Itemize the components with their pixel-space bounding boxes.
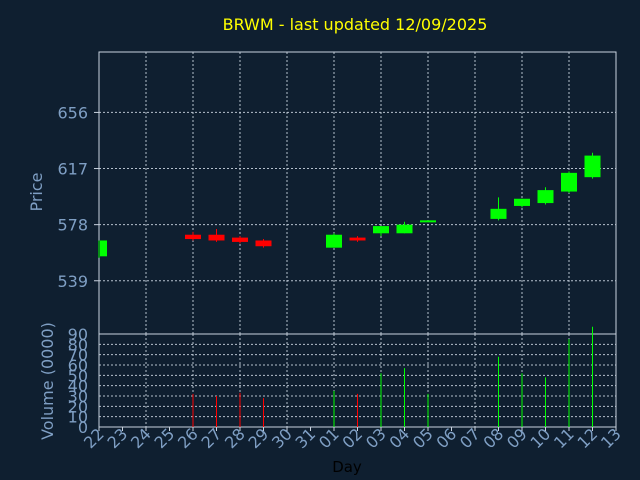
candle-body bbox=[255, 240, 272, 247]
x-axis-label: Day bbox=[332, 458, 362, 476]
candle-body bbox=[561, 172, 577, 192]
candle-body bbox=[537, 190, 554, 204]
price-tick-label: 617 bbox=[57, 160, 88, 179]
price-axis-label: Price bbox=[27, 172, 46, 211]
volume-tick-label: 50 bbox=[68, 366, 88, 385]
price-candles bbox=[98, 152, 601, 258]
price-tick-label: 578 bbox=[57, 216, 88, 235]
volume-tick-label: 60 bbox=[68, 356, 88, 375]
chart-title: BRWM - last updated 12/09/2025 bbox=[223, 15, 488, 34]
volume-bars bbox=[192, 326, 593, 427]
candle-body bbox=[584, 155, 601, 178]
candle-body bbox=[349, 237, 366, 241]
price-axis-ticks: 539 578 617 656 bbox=[57, 103, 99, 291]
volume-tick-label: 30 bbox=[68, 387, 88, 406]
candle-body bbox=[396, 224, 413, 234]
candle-body bbox=[232, 237, 248, 242]
candle-body bbox=[326, 234, 342, 248]
volume-tick-label: 0 bbox=[78, 418, 88, 437]
volume-tick-label: 90 bbox=[68, 325, 88, 344]
volume-tick-label: 20 bbox=[68, 397, 88, 416]
candle-body bbox=[185, 234, 201, 240]
price-tick-label: 656 bbox=[57, 103, 88, 122]
price-tick-label: 539 bbox=[57, 272, 88, 291]
volume-tick-label: 70 bbox=[68, 346, 88, 365]
candle-body bbox=[514, 198, 530, 206]
volume-axis-label: Volume (0000) bbox=[38, 322, 57, 440]
candle-body bbox=[100, 240, 107, 257]
candle-body bbox=[490, 208, 507, 219]
x-axis-ticks: 2223242526272829303101020304050607080910… bbox=[80, 424, 625, 452]
candle-body bbox=[373, 226, 389, 234]
volume-tick-label: 40 bbox=[68, 377, 88, 396]
candle-body bbox=[208, 234, 225, 241]
volume-tick-label: 80 bbox=[68, 335, 88, 354]
volume-tick-label: 10 bbox=[68, 408, 88, 427]
candle-body bbox=[420, 220, 436, 223]
